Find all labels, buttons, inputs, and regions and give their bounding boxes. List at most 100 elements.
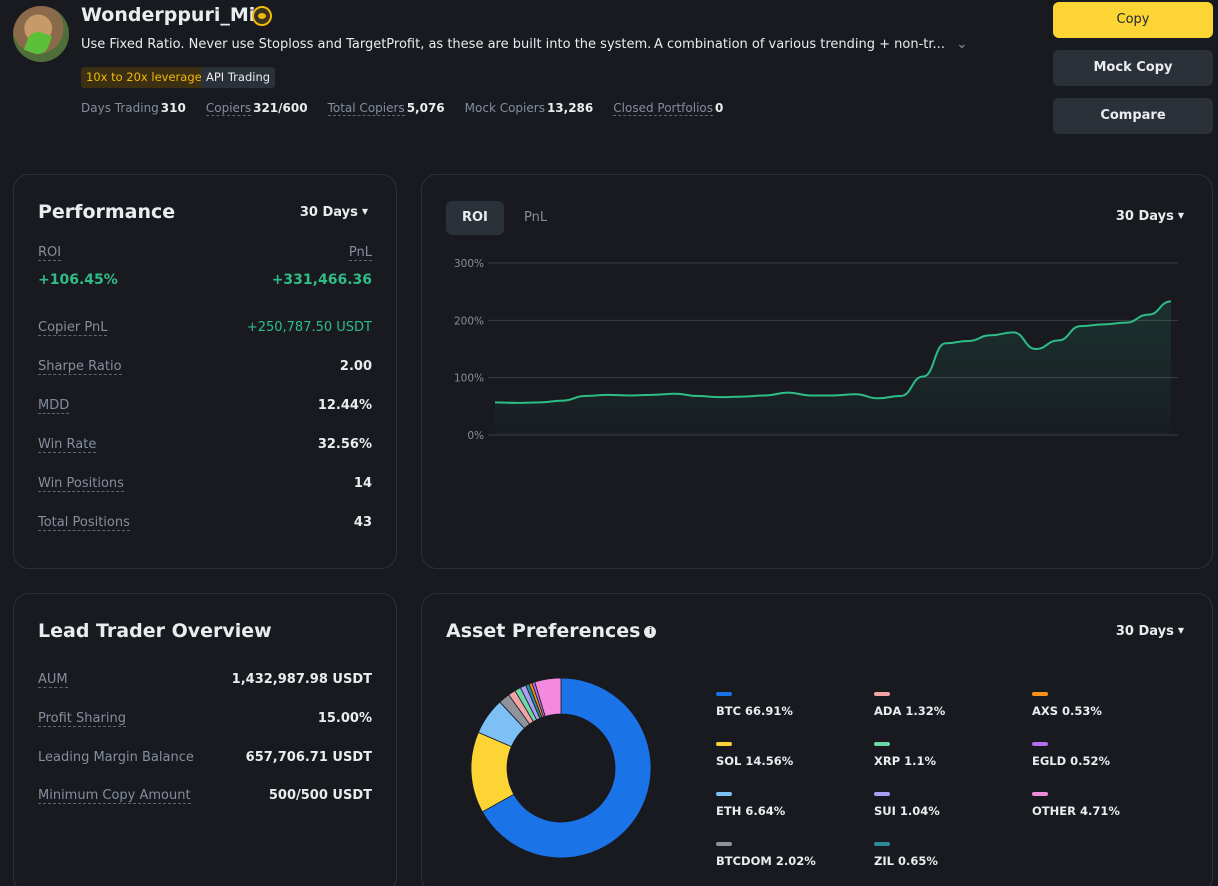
tab-roi[interactable]: ROI bbox=[446, 201, 504, 235]
metric-row-total-positions: Total Positions 43 bbox=[38, 515, 372, 535]
copy-button[interactable]: Copy bbox=[1053, 2, 1213, 38]
overview-row-margin-balance: Leading Margin Balance 657,706.71 USDT bbox=[38, 750, 372, 770]
legend-label: ZIL 0.65% bbox=[874, 854, 938, 868]
tab-pnl[interactable]: PnL bbox=[524, 210, 548, 225]
roi-point bbox=[696, 394, 700, 398]
asset-title-text: Asset Preferences bbox=[446, 620, 641, 642]
roi-point bbox=[1079, 324, 1083, 328]
stat-label: Closed Portfolios bbox=[613, 101, 714, 116]
donut-slice-other[interactable] bbox=[534, 677, 562, 717]
donut-slice-btc[interactable] bbox=[481, 677, 652, 859]
stat-label: Copiers bbox=[205, 101, 252, 116]
trader-name: Wonderppuri_Mix bbox=[81, 4, 268, 26]
legend-item-eth: ETH 6.64% bbox=[716, 792, 786, 818]
metric-label: Copier PnL bbox=[38, 320, 108, 336]
roi-label: ROI bbox=[38, 245, 62, 261]
stat-total-copiers[interactable]: Total Copiers 5,076 bbox=[327, 101, 445, 116]
stat-copiers[interactable]: Copiers 321/600 bbox=[205, 101, 308, 116]
overview-row-profit-sharing: Profit Sharing 15.00% bbox=[38, 711, 372, 731]
pnl-value: +331,466.36 bbox=[271, 272, 372, 288]
info-icon[interactable]: i bbox=[644, 626, 657, 638]
stat-value: 13,286 bbox=[546, 101, 594, 115]
chart-period-dropdown[interactable]: 30 Days ▼ bbox=[1116, 209, 1184, 224]
legend-label: AXS 0.53% bbox=[1032, 704, 1102, 718]
legend-label: SUI 1.04% bbox=[874, 804, 940, 818]
asset-period-dropdown[interactable]: 30 Days ▼ bbox=[1116, 624, 1184, 639]
overview-value: 15.00% bbox=[317, 711, 372, 726]
stat-value: 0 bbox=[715, 101, 724, 115]
metric-value: 12.44% bbox=[317, 398, 372, 413]
caret-down-icon: ▼ bbox=[1177, 626, 1184, 635]
metric-value: +250,787.50 USDT bbox=[246, 320, 372, 335]
metric-label: Sharpe Ratio bbox=[38, 359, 122, 375]
roi-value: +106.45% bbox=[38, 272, 118, 288]
roi-point bbox=[966, 339, 970, 343]
verified-badge-icon bbox=[252, 6, 272, 26]
stat-closed-portfolios[interactable]: Closed Portfolios 0 bbox=[613, 101, 724, 116]
period-label: 30 Days bbox=[1115, 624, 1174, 639]
roi-point bbox=[1034, 347, 1038, 351]
roi-series-line bbox=[494, 300, 1172, 404]
legend-label: SOL 14.56% bbox=[716, 754, 794, 768]
stat-mock-copiers: Mock Copiers 13,286 bbox=[465, 101, 594, 115]
period-label: 30 Days bbox=[1115, 209, 1174, 224]
caret-down-icon: ▼ bbox=[361, 207, 368, 216]
asset-legend: BTC 66.91% SOL 14.56% ETH 6.64% BTCDOM 2.02… bbox=[716, 690, 1196, 870]
stat-value: 5,076 bbox=[406, 101, 445, 115]
roi-point bbox=[944, 341, 948, 345]
roi-point bbox=[786, 391, 790, 395]
y-tick-label: 0% bbox=[467, 430, 484, 442]
roi-point bbox=[606, 393, 610, 397]
roi-point bbox=[538, 400, 542, 404]
legend-swatch bbox=[874, 742, 890, 746]
roi-point bbox=[651, 393, 655, 397]
roi-point bbox=[921, 375, 925, 379]
roi-point bbox=[989, 333, 993, 337]
legend-swatch bbox=[1032, 742, 1048, 746]
legend-swatch bbox=[1032, 692, 1048, 696]
legend-label: BTCDOM 2.02% bbox=[716, 854, 816, 868]
performance-card: Performance 30 Days ▼ ROI PnL +106.45% +3… bbox=[13, 174, 397, 569]
roi-point bbox=[561, 399, 565, 403]
y-tick-label: 100% bbox=[454, 373, 484, 385]
roi-point bbox=[899, 394, 903, 398]
legend-item-axs: AXS 0.53% bbox=[1032, 692, 1102, 718]
asset-preferences-card: Asset Preferences i 30 Days ▼ BTC 66.91% SO… bbox=[421, 593, 1213, 886]
overview-row-aum: AUM 1,432,987.98 USDT bbox=[38, 672, 372, 692]
legend-label: ETH 6.64% bbox=[716, 804, 786, 818]
chevron-down-icon[interactable]: ⌄ bbox=[956, 36, 968, 52]
legend-item-egld: EGLD 0.52% bbox=[1032, 742, 1110, 768]
roi-point bbox=[718, 395, 722, 399]
trader-bio-more: A combination of various trending + non-… bbox=[654, 37, 945, 52]
metric-label: Win Rate bbox=[38, 437, 97, 453]
roi-point bbox=[763, 393, 767, 397]
legend-swatch bbox=[716, 692, 732, 696]
metric-label: MDD bbox=[38, 398, 70, 414]
roi-point bbox=[1146, 313, 1150, 317]
asset-preferences-title: Asset Preferences i bbox=[446, 620, 657, 642]
mock-copy-button[interactable]: Mock Copy bbox=[1053, 50, 1213, 86]
roi-point bbox=[628, 393, 632, 397]
legend-item-zil: ZIL 0.65% bbox=[874, 842, 938, 868]
metric-row-win-rate: Win Rate 32.56% bbox=[38, 437, 372, 457]
legend-item-sol: SOL 14.56% bbox=[716, 742, 794, 768]
legend-item-ada: ADA 1.32% bbox=[874, 692, 946, 718]
overview-label: AUM bbox=[38, 672, 68, 688]
roi-point bbox=[1169, 299, 1173, 303]
avatar-leaf bbox=[23, 28, 53, 58]
roi-point bbox=[808, 393, 812, 397]
compare-button[interactable]: Compare bbox=[1053, 98, 1213, 134]
roi-point bbox=[1056, 338, 1060, 342]
metric-value: 32.56% bbox=[317, 437, 372, 452]
roi-chart-card: ROI PnL 30 Days ▼ 300% 200% 100% 0% bbox=[421, 174, 1213, 569]
legend-label: ADA 1.32% bbox=[874, 704, 946, 718]
stat-label: Days Trading bbox=[81, 101, 159, 115]
pnl-label: PnL bbox=[348, 245, 372, 261]
performance-period-dropdown[interactable]: 30 Days ▼ bbox=[300, 205, 368, 220]
metric-label: Total Positions bbox=[38, 515, 130, 531]
overview-row-min-copy: Minimum Copy Amount 500/500 USDT bbox=[38, 788, 372, 808]
stat-days-trading: Days Trading 310 bbox=[81, 101, 186, 115]
legend-swatch bbox=[874, 842, 890, 846]
metric-value: 14 bbox=[353, 476, 372, 491]
legend-swatch bbox=[716, 842, 732, 846]
